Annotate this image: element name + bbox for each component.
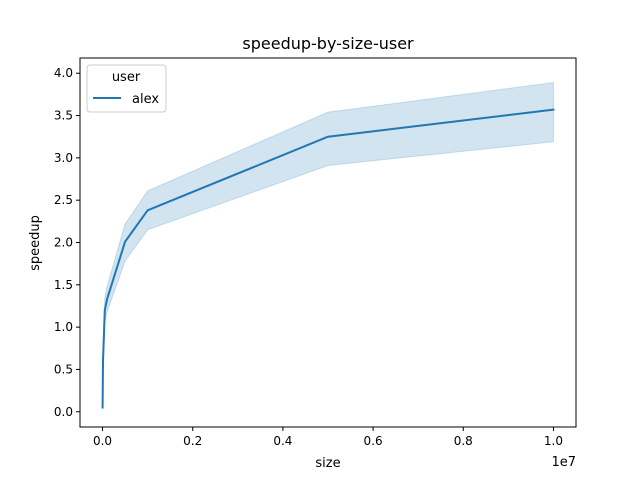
x-axis-label: size	[315, 456, 340, 471]
y-tick-label-2: 1.0	[54, 320, 73, 334]
legend-box	[86, 64, 167, 113]
data-point-alex-2	[104, 309, 106, 312]
x-axis-offset-label: 1e7	[551, 455, 576, 470]
y-tick-label-1: 0.5	[54, 362, 73, 376]
y-tick-label-4: 2.0	[54, 236, 73, 250]
x-tick-label-0: 0.0	[93, 434, 112, 448]
x-tick-label-2: 0.4	[273, 434, 292, 448]
axes: 0.0 0.2 0.4 0.6 0.8 1.0 0.0 0.5 1.0 1.5 2.0 2.5 3.0 3…	[54, 57, 577, 448]
y-tick-label-6: 3.0	[54, 151, 73, 165]
x-tick-label-4: 0.8	[454, 434, 473, 448]
legend: user alex	[86, 64, 167, 113]
data-point-alex-3	[106, 298, 108, 301]
data-point-alex-4	[124, 240, 126, 243]
plot-area	[101, 81, 555, 410]
x-tick-label-1: 0.2	[183, 434, 202, 448]
data-point-alex-0	[101, 406, 104, 409]
legend-entry-alex: alex	[132, 92, 159, 107]
y-tick-label-0: 0.0	[54, 405, 73, 419]
chart-title: speedup-by-size-user	[242, 34, 414, 53]
y-axis-label: speedup	[28, 215, 43, 271]
series-line-alex	[101, 108, 555, 409]
data-point-alex-6	[327, 135, 329, 138]
y-tick-label-8: 4.0	[54, 66, 73, 80]
legend-title: user	[112, 70, 141, 85]
x-tick-label-5: 1.0	[544, 434, 563, 448]
data-point-alex-1	[102, 360, 104, 362]
y-tick-label-7: 3.5	[54, 109, 73, 123]
x-tick-label-3: 0.6	[364, 434, 383, 448]
confidence-band-alex	[102, 81, 554, 410]
y-tick-label-5: 2.5	[54, 193, 73, 207]
y-tick-label-3: 1.5	[54, 278, 73, 292]
data-point-alex-5	[146, 209, 149, 212]
data-point-alex-7	[552, 108, 555, 111]
